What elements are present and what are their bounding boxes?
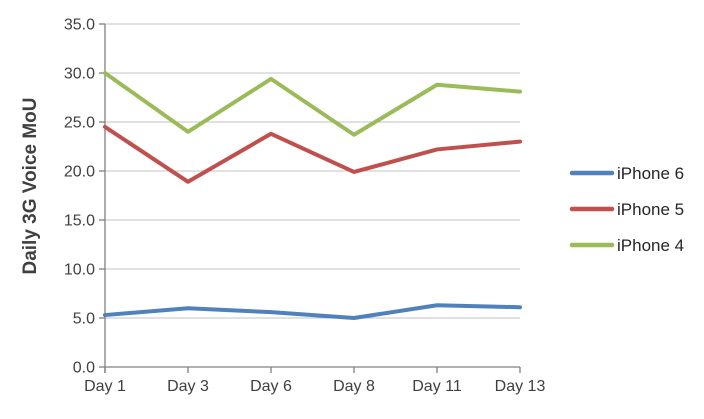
series-line-iphone-6: [103, 303, 522, 320]
x-tick-label: Day 1: [84, 378, 126, 395]
x-tick-label: Day 11: [412, 378, 462, 395]
legend-label-iphone-4: iPhone 4: [617, 236, 684, 255]
y-axis-title: Daily 3G Voice MoU: [20, 97, 41, 274]
series-line-iphone-5: [103, 124, 522, 184]
y-tick-label: 20.0: [64, 164, 95, 181]
y-tick-label: 25.0: [64, 115, 95, 132]
y-tick-label: 10.0: [64, 262, 95, 279]
y-tick-label: 35.0: [64, 17, 95, 34]
legend-label-iphone-6: iPhone 6: [617, 164, 684, 183]
x-tick-label: Day 6: [250, 378, 292, 395]
y-tick-label: 0.0: [73, 360, 95, 377]
x-tick-label: Day 13: [495, 378, 546, 395]
y-tick-label: 15.0: [64, 213, 95, 230]
x-tick-label: Day 8: [333, 378, 375, 395]
y-tick-label: 30.0: [64, 66, 95, 83]
x-tick-label: Day 3: [167, 378, 209, 395]
legend-label-iphone-5: iPhone 5: [617, 200, 684, 219]
y-tick-label: 5.0: [73, 311, 95, 328]
series-line-iphone-4: [103, 71, 522, 137]
